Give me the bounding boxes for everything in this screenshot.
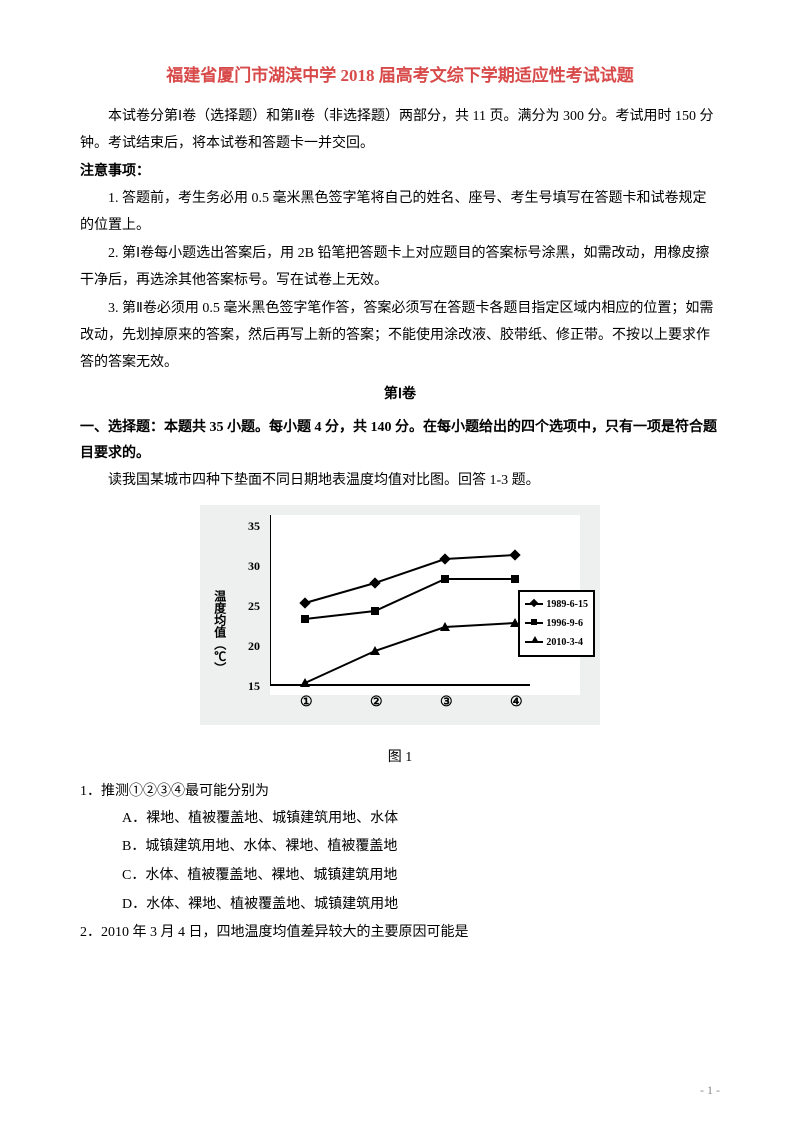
y-tick: 15 bbox=[248, 675, 260, 698]
y-axis-label: 温度均值（℃） bbox=[208, 590, 231, 674]
notice-header: 注意事项： bbox=[80, 159, 720, 186]
legend-item: 1989-6-15 bbox=[525, 595, 588, 614]
figure-caption: 图 1 bbox=[80, 745, 720, 772]
option-a: A．裸地、植被覆盖地、城镇建筑用地、水体 bbox=[80, 806, 720, 833]
legend-label: 2010-3-4 bbox=[546, 633, 583, 652]
intro-paragraph: 本试卷分第Ⅰ卷（选择题）和第Ⅱ卷（非选择题）两部分，共 11 页。满分为 300… bbox=[80, 104, 720, 157]
doc-title: 福建省厦门市湖滨中学 2018 届高考文综下学期适应性考试试题 bbox=[80, 60, 720, 92]
y-tick: 20 bbox=[248, 635, 260, 658]
question-1: 1．推测①②③④最可能分别为 bbox=[80, 779, 720, 806]
notice-1: 1. 答题前，考生务必用 0.5 毫米黑色签字笔将自己的姓名、座号、考生号填写在… bbox=[80, 186, 720, 239]
legend-label: 1989-6-15 bbox=[546, 595, 588, 614]
y-tick: 35 bbox=[248, 515, 260, 538]
y-tick: 25 bbox=[248, 595, 260, 618]
option-d: D．水体、裸地、植被覆盖地、城镇建筑用地 bbox=[80, 892, 720, 919]
question-2: 2．2010 年 3 月 4 日，四地温度均值差异较大的主要原因可能是 bbox=[80, 920, 720, 947]
page-number: - 1 - bbox=[700, 1079, 720, 1102]
y-tick: 30 bbox=[248, 555, 260, 578]
section1-heading: 一、选择题：本题共 35 小题。每小题 4 分，共 140 分。在每小题给出的四… bbox=[80, 415, 720, 468]
reading-prompt: 读我国某城市四种下垫面不同日期地表温度均值对比图。回答 1-3 题。 bbox=[80, 468, 720, 495]
notice-2: 2. 第Ⅰ卷每小题选出答案后，用 2B 铅笔把答题卡上对应题目的答案标号涂黑，如… bbox=[80, 241, 720, 294]
chart-legend: 1989-6-15 1996-9-6 2010-3-4 bbox=[518, 590, 595, 657]
chart-figure: 温度均值（℃） 35 30 25 20 15 ① ② ③ ④ bbox=[200, 505, 600, 725]
notice-3: 3. 第Ⅱ卷必须用 0.5 毫米黑色签字笔作答，答案必须写在答题卡各题目指定区域… bbox=[80, 296, 720, 376]
legend-item: 1996-9-6 bbox=[525, 614, 588, 633]
option-c: C．水体、植被覆盖地、裸地、城镇建筑用地 bbox=[80, 863, 720, 890]
option-b: B．城镇建筑用地、水体、裸地、植被覆盖地 bbox=[80, 834, 720, 861]
part1-title: 第Ⅰ卷 bbox=[80, 382, 720, 409]
legend-label: 1996-9-6 bbox=[546, 614, 583, 633]
legend-item: 2010-3-4 bbox=[525, 633, 588, 652]
